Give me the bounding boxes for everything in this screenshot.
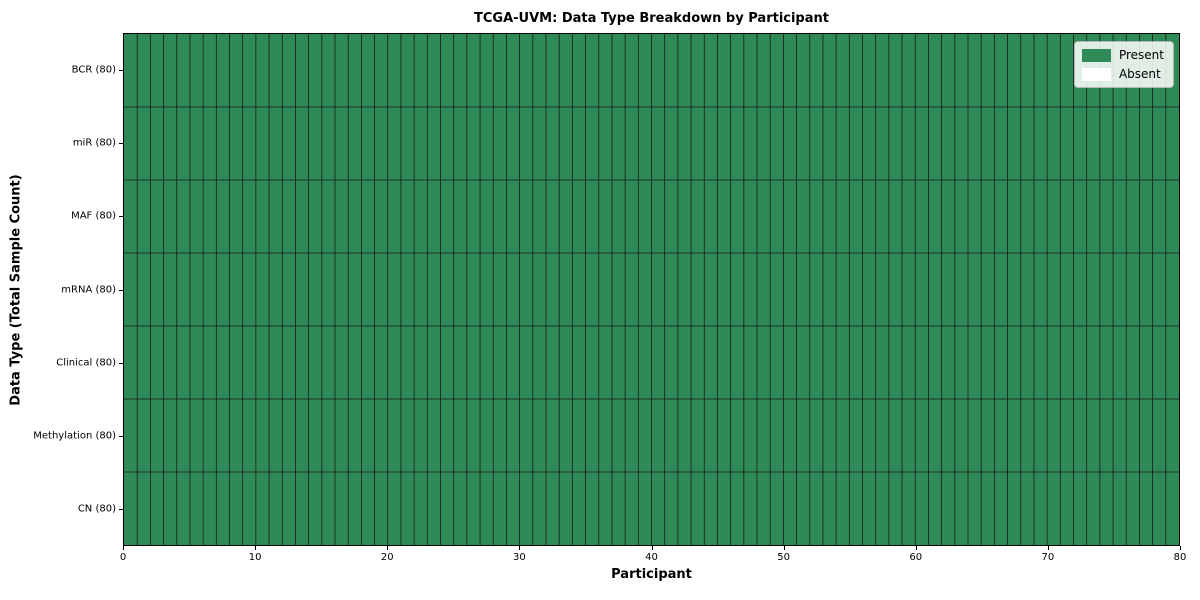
x-tick-mark [123, 546, 124, 550]
y-tick-label: BCR (80) [71, 64, 116, 76]
present-color-swatch [1081, 48, 1111, 62]
legend: Present Absent [1073, 41, 1174, 88]
x-tick-label: 0 [119, 552, 127, 563]
x-tick-mark [1047, 546, 1049, 550]
plot-area: Present Absent [123, 33, 1180, 546]
x-tick-label: 70 [1041, 552, 1055, 563]
x-tick-mark [387, 546, 389, 550]
legend-item-absent: Absent [1081, 67, 1164, 81]
x-tick-mark [783, 546, 785, 550]
chart-title: TCGA-UVM: Data Type Breakdown by Partici… [474, 11, 829, 26]
y-tick-label: mRNA (80) [61, 284, 116, 295]
legend-item-present: Present [1081, 48, 1164, 62]
x-tick-mark [651, 546, 653, 550]
x-tick-mark [255, 546, 257, 550]
x-axis-label: Participant [611, 567, 692, 582]
y-tick-label: MAF (80) [71, 210, 116, 222]
x-tick-label: 30 [513, 552, 526, 563]
y-tick-label: miR (80) [72, 137, 116, 149]
x-tick-label: 50 [777, 552, 790, 563]
x-tick-mark [519, 546, 521, 550]
x-tick-label: 60 [909, 552, 923, 563]
y-tick-mark [119, 216, 123, 218]
legend-label-absent: Absent [1118, 67, 1161, 81]
x-tick-mark [1180, 546, 1181, 550]
y-tick-mark [119, 289, 123, 291]
y-tick-mark [119, 509, 123, 511]
y-tick-mark [119, 362, 123, 364]
y-tick-mark [119, 142, 123, 144]
y-tick-label: Methylation (80) [33, 430, 116, 442]
x-tick-label: 40 [645, 552, 658, 563]
x-tick-label: 10 [248, 552, 262, 563]
y-tick-mark [119, 436, 123, 438]
absent-color-swatch [1081, 67, 1111, 81]
x-tick-mark [915, 546, 917, 550]
legend-label-present: Present [1118, 48, 1164, 62]
y-tick-label: Clinical (80) [56, 357, 116, 369]
x-tick-label: 80 [1173, 552, 1187, 563]
y-tick-mark [119, 69, 123, 71]
x-tick-label: 20 [380, 552, 394, 563]
heatmap-grid [124, 34, 1179, 545]
y-tick-label: CN (80) [77, 503, 116, 515]
